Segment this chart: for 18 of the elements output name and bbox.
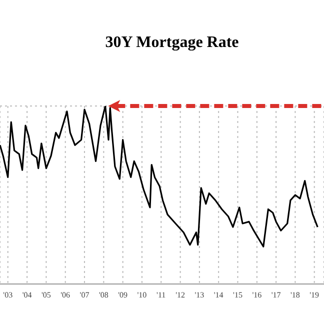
x-tick-label: '07 <box>80 290 90 300</box>
x-tick-label: '15 <box>233 290 242 300</box>
x-tick-label: '03 <box>3 290 13 300</box>
x-tick-label: '04 <box>22 290 32 300</box>
x-tick-label: '17 <box>271 290 281 300</box>
x-tick-label: '19 <box>310 290 320 300</box>
x-tick-label: '05 <box>41 290 51 300</box>
x-tick-label: '12 <box>176 290 186 300</box>
x-tick-label: '09 <box>118 290 128 300</box>
x-tick-label: '13 <box>194 290 204 300</box>
x-tick-label: '14 <box>214 290 224 300</box>
x-tick-label: '11 <box>156 290 166 300</box>
x-tick-label: '18 <box>290 290 300 300</box>
x-tick-label: '16 <box>252 290 262 300</box>
chart-title: 30Y Mortgage Rate <box>104 34 240 52</box>
x-tick-label: '10 <box>137 290 147 300</box>
x-tick-label: '08 <box>98 290 108 300</box>
x-tick-label: '06 <box>60 290 70 300</box>
